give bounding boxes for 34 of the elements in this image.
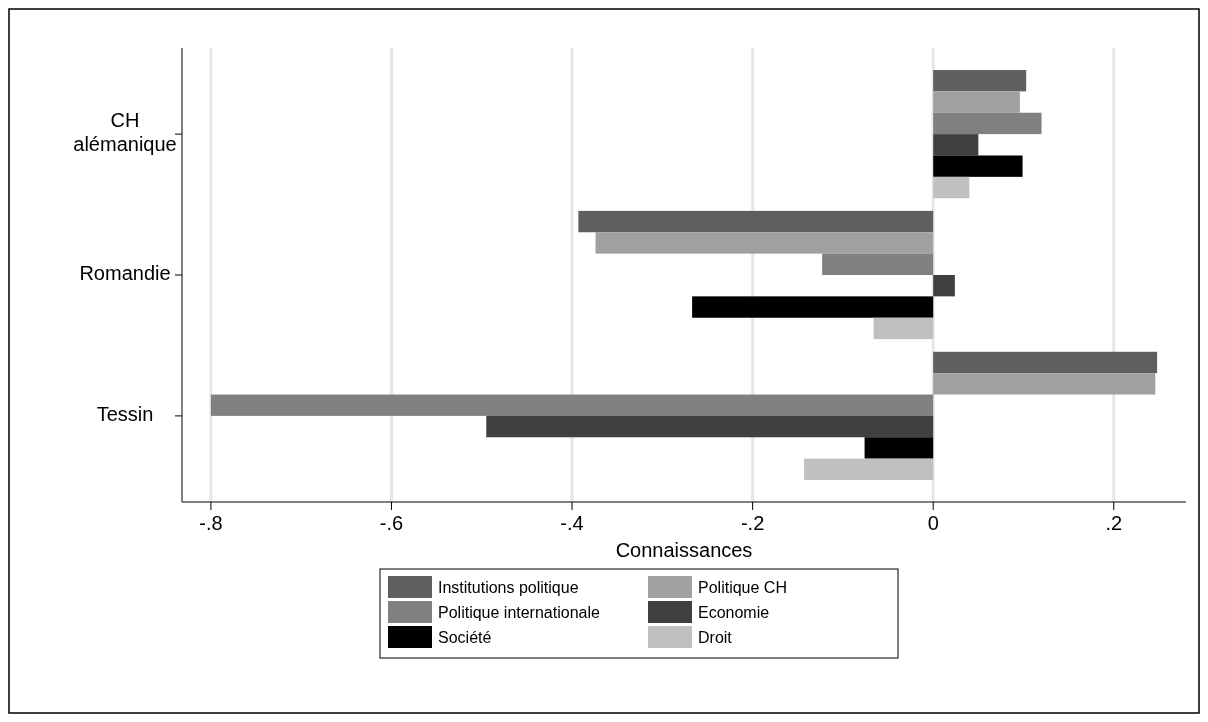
bar: [933, 134, 979, 156]
bar: [933, 351, 1158, 374]
y-tick-label: Tessin: [96, 403, 154, 426]
bar: [864, 437, 934, 459]
x-tick-label: .2: [1105, 512, 1123, 534]
y-tick-label: CH alémanique: [73, 109, 177, 156]
bar: [933, 155, 1023, 177]
x-tick-label: -.4: [560, 512, 584, 534]
bar: [804, 458, 934, 480]
bar: [822, 253, 934, 275]
x-axis-title: Connaissances: [615, 539, 753, 561]
bar: [933, 91, 1020, 113]
bar: [210, 394, 934, 416]
x-tick-label: -.2: [740, 512, 765, 534]
legend-label: Société: [438, 629, 492, 646]
bar: [933, 275, 955, 297]
x-tick-label: -.6: [379, 512, 404, 534]
bar: [692, 296, 934, 318]
legend-label: Economie: [698, 604, 770, 621]
x-tick-label: -.8: [199, 512, 223, 534]
bar: [933, 176, 970, 199]
legend-label: Institutions politique: [438, 579, 579, 596]
legend-label: Droit: [698, 629, 733, 646]
x-tick-label: 0: [927, 512, 939, 534]
legend-label: Politique CH: [698, 579, 787, 596]
bar: [933, 373, 1156, 395]
bar: [873, 317, 934, 340]
y-tick-label: Romandie: [79, 262, 171, 285]
bar: [933, 70, 1027, 92]
bar: [595, 232, 934, 254]
bar: [486, 415, 934, 438]
legend-label: Politique internationale: [438, 604, 600, 621]
bar: [578, 210, 934, 233]
bar: [933, 112, 1042, 135]
